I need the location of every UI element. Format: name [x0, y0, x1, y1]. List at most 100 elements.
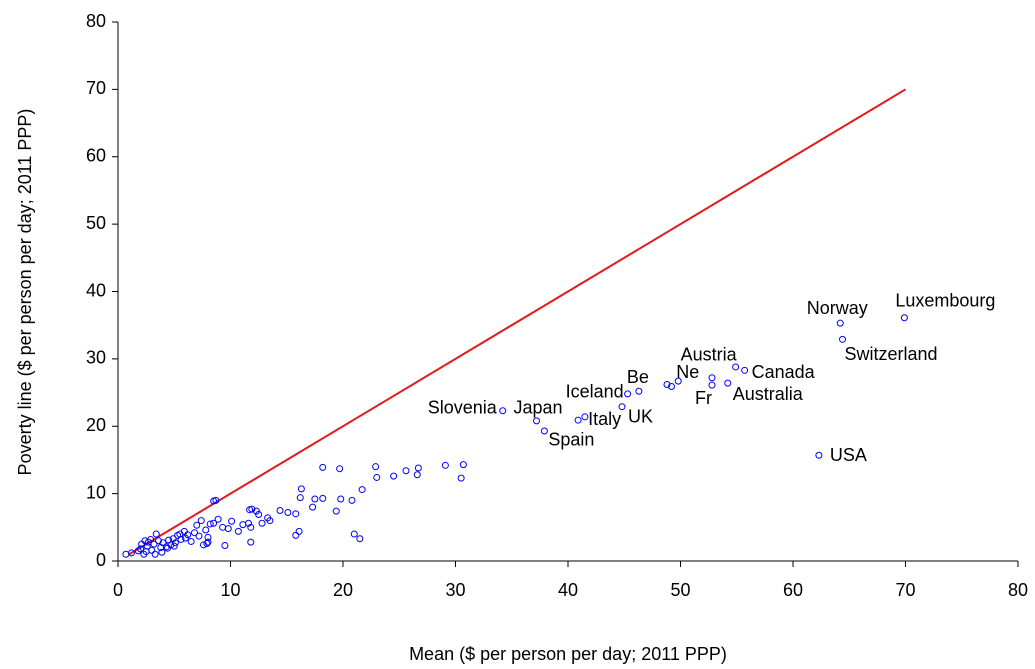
data-point — [574, 416, 582, 424]
data-point — [292, 531, 300, 539]
data-point — [169, 535, 177, 543]
data-point — [358, 486, 366, 494]
data-point — [234, 527, 242, 535]
data-point — [336, 465, 344, 473]
data-point — [276, 506, 284, 514]
x-tick-label: 10 — [220, 580, 240, 600]
data-point — [311, 495, 319, 503]
data-point — [252, 507, 260, 515]
data-point — [373, 473, 381, 481]
x-tick-label: 40 — [558, 580, 578, 600]
data-point — [674, 377, 682, 385]
point-label: Ne — [676, 362, 699, 382]
data-point — [618, 403, 626, 411]
data-point — [246, 506, 254, 514]
reference-line — [128, 88, 907, 556]
point-label: UK — [628, 406, 653, 426]
point-label: USA — [830, 445, 867, 465]
y-tick-label: 60 — [86, 146, 106, 166]
data-point — [134, 547, 142, 555]
data-point — [187, 537, 195, 545]
data-point — [122, 550, 130, 558]
data-point — [297, 485, 305, 493]
data-point — [203, 539, 211, 547]
x-tick-label: 80 — [1008, 580, 1028, 600]
point-label: Japan — [514, 398, 563, 418]
data-point — [200, 541, 207, 549]
data-point — [708, 374, 716, 382]
data-point — [138, 540, 146, 548]
y-tick-label: 20 — [86, 415, 106, 435]
data-point — [402, 467, 410, 475]
data-point — [663, 380, 671, 388]
data-point — [165, 536, 173, 544]
point-label: Switzerland — [845, 344, 938, 364]
y-tick-label: 0 — [96, 550, 106, 570]
data-point — [332, 507, 340, 515]
point-label: Be — [627, 367, 649, 387]
y-tick-label: 40 — [86, 280, 106, 300]
data-point — [441, 461, 449, 469]
x-tick-label: 50 — [670, 580, 690, 600]
data-point — [836, 319, 844, 327]
data-point — [152, 530, 160, 538]
data-point — [144, 538, 152, 546]
data-point — [164, 544, 171, 552]
point-label: Italy — [588, 409, 621, 429]
data-point — [191, 529, 198, 537]
data-point — [219, 523, 227, 531]
data-point — [228, 517, 236, 525]
y-axis-title: Poverty line ($ per person per day; 2011… — [15, 109, 35, 476]
data-point — [176, 530, 184, 538]
y-tick-label: 10 — [86, 482, 106, 502]
data-point — [724, 379, 732, 387]
point-label: Spain — [548, 430, 594, 450]
data-point — [635, 387, 643, 395]
data-point — [295, 527, 303, 535]
data-point — [390, 472, 398, 480]
data-point — [815, 451, 823, 459]
data-point — [319, 463, 327, 471]
data-point — [180, 527, 188, 535]
data-point — [171, 539, 179, 547]
data-point — [155, 537, 162, 545]
y-tick-label: 30 — [86, 348, 106, 368]
y-tick-label: 80 — [86, 11, 106, 31]
data-point — [170, 542, 178, 550]
data-point — [348, 496, 356, 504]
data-point — [668, 382, 675, 390]
data-point — [264, 514, 272, 522]
data-point — [206, 520, 214, 528]
point-label: Norway — [807, 298, 868, 318]
data-point — [197, 517, 205, 525]
data-point — [258, 519, 266, 527]
data-point — [224, 525, 232, 533]
data-point — [157, 544, 165, 552]
data-point — [247, 523, 255, 531]
data-point — [533, 417, 540, 425]
point-label: Canada — [752, 362, 816, 382]
x-tick-label: 30 — [445, 580, 465, 600]
data-point — [350, 530, 358, 538]
data-point — [221, 542, 229, 550]
data-point — [158, 548, 166, 556]
data-point — [413, 471, 421, 479]
data-point — [624, 390, 632, 398]
data-point — [309, 503, 317, 511]
data-point — [137, 545, 144, 553]
data-point — [193, 521, 201, 529]
x-tick-label: 0 — [113, 580, 123, 600]
data-point — [140, 550, 148, 558]
data-point — [499, 407, 507, 415]
y-tick-label: 50 — [86, 213, 106, 233]
x-axis-title: Mean ($ per person per day; 2011 PPP) — [409, 644, 727, 664]
y-tick-label: 70 — [86, 78, 106, 98]
data-point — [708, 381, 716, 389]
data-point — [247, 538, 255, 546]
data-point — [210, 497, 218, 505]
data-point — [296, 494, 304, 502]
data-point — [202, 526, 210, 534]
data-point — [284, 508, 292, 516]
x-tick-label: 20 — [333, 580, 353, 600]
